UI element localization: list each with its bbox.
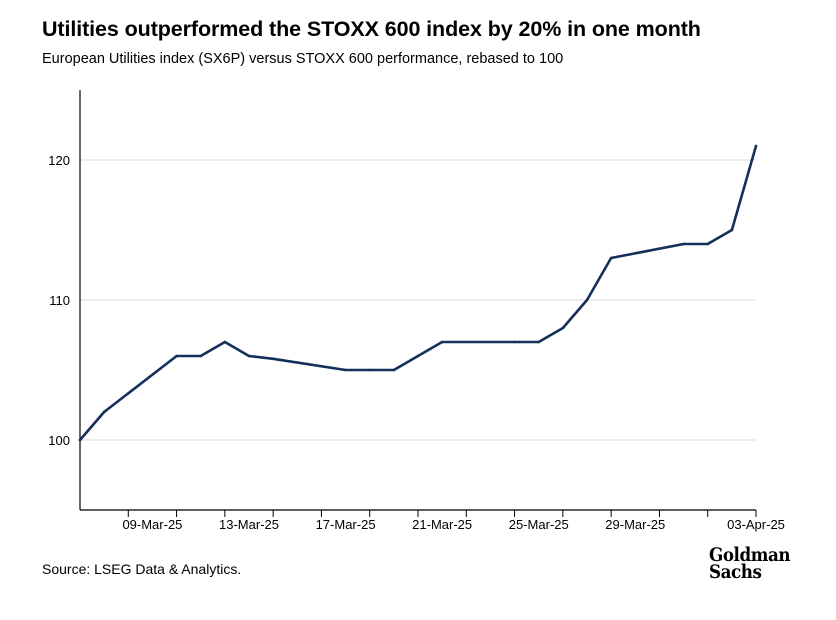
data-point (682, 242, 685, 246)
source-note: Source: LSEG Data & Analytics. (42, 561, 242, 577)
x-tick-label: 17-Mar-25 (316, 517, 376, 532)
y-tick-label: 120 (48, 153, 70, 168)
x-tick-label: 09-Mar-25 (122, 517, 182, 532)
goldman-sachs-logo: Goldman Sachs (709, 544, 791, 583)
y-tick-label: 100 (48, 433, 70, 448)
data-point (368, 368, 372, 372)
data-point (392, 368, 396, 372)
data-point (416, 354, 420, 358)
data-point (561, 326, 565, 330)
data-point (175, 354, 178, 358)
x-tick-label: 03-Apr-25 (727, 517, 785, 532)
data-point (199, 354, 203, 358)
data-point (754, 144, 758, 148)
data-point (223, 340, 227, 344)
series-line (78, 144, 758, 442)
logo-line-2: Sachs (709, 561, 762, 583)
x-tick-label: 13-Mar-25 (219, 517, 279, 532)
data-point (271, 357, 275, 361)
chart-title: Utilities outperformed the STOXX 600 ind… (42, 17, 701, 41)
x-tick-label: 25-Mar-25 (509, 517, 569, 532)
x-tick-label: 29-Mar-25 (605, 517, 665, 532)
data-point (78, 438, 82, 442)
data-point (513, 340, 516, 344)
chart-subtitle: European Utilities index (SX6P) versus S… (42, 51, 564, 67)
data-point (585, 298, 589, 302)
data-point (102, 410, 106, 414)
data-point (440, 340, 444, 344)
data-point (537, 340, 541, 344)
data-point (609, 256, 613, 260)
data-point (706, 242, 710, 246)
logo-line-1: Goldman (709, 544, 791, 566)
data-point (730, 228, 734, 232)
x-tick-label: 21-Mar-25 (412, 517, 472, 532)
data-point (247, 354, 251, 358)
y-tick-label: 110 (49, 293, 70, 308)
data-point (344, 368, 347, 372)
